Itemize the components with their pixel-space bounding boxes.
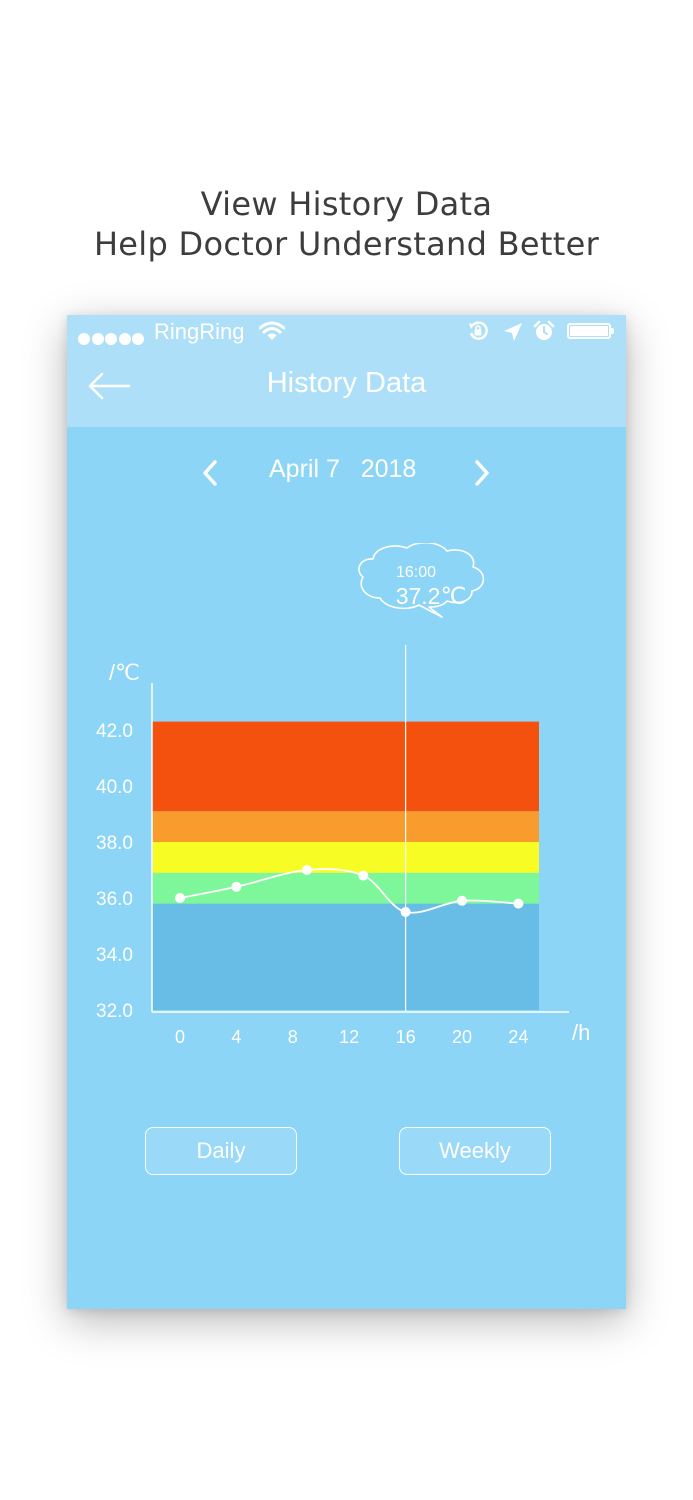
carrier-name: RingRing [154,319,245,344]
weekly-button[interactable]: Weekly [399,1127,551,1175]
chevron-right-icon[interactable] [473,459,491,487]
y-tick-label: 36.0 [96,889,133,910]
temperature-chart: /℃/h42.040.038.036.034.032.00 4 8 12 16 20 24 … [96,543,590,1047]
tooltip-value: 37.2℃ [396,583,467,609]
y-tick-label: 34.0 [96,945,133,966]
x-axis-label: /h [572,1020,590,1045]
battery-icon [567,323,614,339]
data-point [513,898,524,909]
band-2 [152,842,539,873]
location-arrow-icon [504,323,522,341]
date-label: April 7 2018 [269,455,417,483]
page-title: History Data [266,367,427,399]
y-tick-label: 42.0 [96,721,133,742]
band-3 [152,811,539,842]
x-tick-label: 20 [452,1027,472,1047]
x-tick-label: 4 [231,1027,241,1047]
headline-line-1: View History Data [200,185,493,223]
date-navigation: April 7 2018 [67,453,626,493]
daily-button[interactable]: Daily [145,1127,297,1175]
tooltip-time: 16:00 [396,564,436,581]
band-1 [152,872,539,904]
status-bar: RingRing [67,315,626,351]
chevron-left-icon[interactable] [201,459,219,487]
headline-line-2: Help Doctor Understand Better [93,225,600,263]
tooltip-cloud [358,543,485,618]
back-arrow-icon[interactable] [87,371,131,401]
data-point [175,893,185,903]
y-axis-label: /℃ [109,660,140,685]
data-point [358,870,369,881]
data-point [231,881,242,892]
x-tick-label: 16 [396,1027,416,1047]
x-tick-label: 0 [175,1027,185,1047]
alarm-icon [533,320,555,340]
top-bar: RingRing [67,315,626,427]
band-0 [152,903,539,1010]
y-tick-label: 38.0 [96,833,133,854]
data-point [301,865,312,875]
rotation-lock-icon [469,321,488,340]
wifi-icon [259,321,285,340]
band-4 [152,721,539,812]
signal-strength-icon [78,325,146,351]
x-tick-label: 12 [339,1027,359,1047]
phone-screen: RingRing [67,315,626,1309]
x-tick-label: 24 [508,1027,528,1047]
y-tick-label: 40.0 [96,777,133,798]
x-tick-label: 8 [288,1027,298,1047]
data-point [457,895,467,906]
y-tick-label: 32.0 [96,1001,133,1022]
